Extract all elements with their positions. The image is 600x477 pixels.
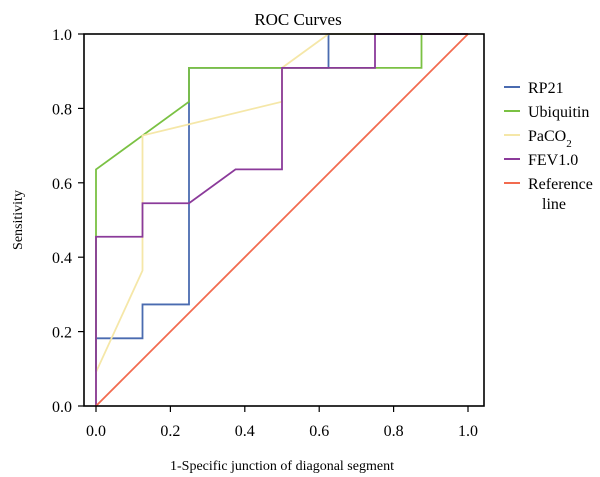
y-axis: 0.0 0.2 0.4 0.6 0.8 1.0	[52, 27, 84, 416]
x-tick-label: 0.2	[160, 423, 180, 440]
legend-label-reference-line2: line	[542, 196, 566, 213]
legend: RP21 Ubiquitin PaCO2 FEV1.0 Reference line	[504, 80, 593, 213]
x-tick-label: 0.4	[235, 423, 255, 440]
x-tick-label: 0.8	[384, 423, 404, 440]
plot-frame	[83, 33, 485, 407]
series-line-ubiquitin	[95, 33, 468, 406]
x-axis-title: 1-Specific junction of diagonal segment	[170, 459, 394, 474]
x-tick-label: 0.0	[86, 423, 106, 440]
series-line-paco	[95, 33, 468, 406]
y-tick-label: 1.0	[52, 27, 72, 44]
x-axis: 0.0 0.2 0.4 0.6 0.8 1.0	[86, 406, 478, 440]
y-tick-label: 0.6	[52, 176, 72, 193]
y-tick-label: 0.0	[52, 399, 72, 416]
chart-title: ROC Curves	[254, 10, 341, 29]
legend-label-reference: Reference	[528, 176, 593, 193]
series-layer	[95, 33, 469, 407]
y-tick-label: 0.2	[52, 325, 72, 342]
legend-label-paco: PaCO2	[528, 128, 572, 150]
x-tick-label: 1.0	[458, 423, 478, 440]
y-axis-title: Sensitivity	[11, 190, 26, 250]
x-tick-label: 0.6	[309, 423, 329, 440]
legend-label-rp21: RP21	[528, 80, 564, 97]
legend-label-ubiquitin: Ubiquitin	[528, 104, 589, 121]
legend-label-fev1-0: FEV1.0	[528, 152, 578, 169]
y-tick-label: 0.8	[52, 101, 72, 118]
series-line-reference	[95, 33, 469, 407]
y-tick-label: 0.4	[52, 250, 72, 267]
series-line-fev1-0	[95, 33, 468, 406]
